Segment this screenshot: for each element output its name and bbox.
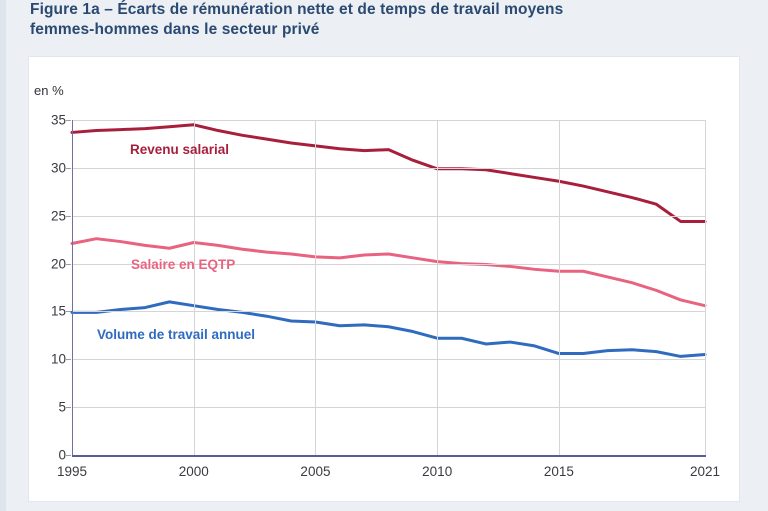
y-axis-tick-mark — [66, 455, 71, 456]
x-axis-tick-labels: 1995 2000 2005 2010 2015 2021 — [57, 464, 720, 484]
y-axis-tick-mark — [66, 263, 71, 265]
series-line-revenu-salarial — [70, 123, 707, 223]
y-axis-tick-mark — [66, 359, 71, 361]
gridline-horizontal — [72, 167, 705, 169]
y-axis-tick-label: 30 — [50, 160, 66, 176]
gridline-horizontal — [72, 263, 705, 265]
y-axis-unit-label: en % — [34, 83, 64, 98]
y-axis-tick-label: 10 — [50, 351, 66, 367]
page-title: Figure 1a – Écarts de rémunération nette… — [30, 0, 730, 40]
y-axis-line — [72, 120, 73, 456]
y-axis-tick-mark — [66, 120, 71, 121]
gridline-horizontal — [72, 359, 705, 361]
gridline-vertical — [193, 120, 195, 455]
x-axis-tick-label: 1995 — [56, 464, 88, 479]
y-axis-tick-label: 5 — [58, 399, 66, 415]
left-edge-strip — [0, 0, 6, 511]
y-axis-tick-labels: 0 5 10 15 20 25 30 35 — [18, 113, 71, 463]
series-line-volume-de-travail-annuel — [70, 300, 707, 358]
plot-area — [70, 120, 707, 455]
x-axis-tick-label: 2021 — [689, 464, 721, 479]
gridline-horizontal — [72, 120, 705, 121]
y-axis-tick-mark — [66, 311, 71, 313]
series-label-revenu-salarial: Revenu salarial — [130, 142, 230, 157]
gridline-horizontal — [72, 311, 705, 313]
series-line-salaire-en-eqtp — [70, 237, 707, 308]
y-axis-tick-label: 35 — [50, 112, 66, 128]
figure-title-line1: Figure 1a – Écarts de rémunération nette… — [30, 1, 564, 18]
y-axis-tick-label: 15 — [50, 303, 66, 319]
figure-title-line2: femmes-hommes dans le secteur privé — [30, 21, 320, 38]
y-axis-tick-label: 0 — [58, 447, 66, 463]
series-label-salaire-eqtp: Salaire en EQTP — [131, 257, 236, 272]
gridline-vertical — [437, 120, 439, 455]
chart-lines — [70, 123, 707, 358]
y-axis-tick-mark — [66, 215, 71, 217]
x-axis-tick-label: 2000 — [178, 464, 209, 479]
series-label-volume-travail: Volume de travail annuel — [97, 327, 256, 342]
gridline-vertical — [705, 120, 706, 455]
gridline-vertical — [315, 120, 317, 455]
x-axis-tick-label: 2005 — [300, 464, 331, 479]
x-axis-tick-label: 2010 — [422, 464, 453, 479]
gridline-horizontal — [72, 215, 705, 217]
y-axis-tick-mark — [66, 167, 71, 169]
y-axis-tick-mark — [66, 407, 71, 409]
gridline-vertical — [558, 120, 560, 455]
y-axis-tick-label: 25 — [50, 208, 66, 224]
y-axis-tick-label: 20 — [50, 256, 66, 272]
gridline-horizontal — [72, 407, 705, 409]
x-axis-tick-label: 2015 — [543, 464, 574, 479]
x-axis-line — [72, 455, 706, 457]
